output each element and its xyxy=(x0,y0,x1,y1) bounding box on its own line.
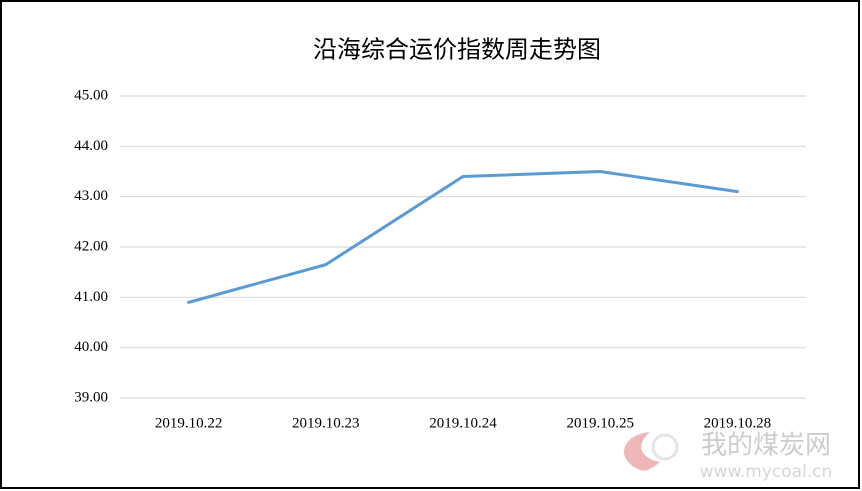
y-tick-label: 40.00 xyxy=(74,339,108,355)
x-tick-label: 2019.10.22 xyxy=(155,415,223,431)
chart-title: 沿海综合运价指数周走势图 xyxy=(313,37,601,64)
watermark-logo-ring xyxy=(651,433,679,461)
y-tick-label: 43.00 xyxy=(74,188,108,204)
x-tick-label: 2019.10.25 xyxy=(566,415,634,431)
y-tick-label: 41.00 xyxy=(74,289,108,305)
x-tick-label: 2019.10.28 xyxy=(704,415,772,431)
watermark-name: 我的煤炭网 xyxy=(701,431,831,461)
watermark-logo xyxy=(623,432,660,471)
y-tick-label: 44.00 xyxy=(74,138,108,154)
x-tick-label: 2019.10.24 xyxy=(429,415,497,431)
y-tick-label: 45.00 xyxy=(74,87,108,103)
watermark-url: www.mycoal.cn xyxy=(700,462,833,482)
data-line xyxy=(187,170,739,304)
watermark: 我的煤炭网 www.mycoal.cn xyxy=(623,431,833,482)
y-tick-label: 39.00 xyxy=(74,389,108,405)
y-tick-label: 42.00 xyxy=(74,238,108,254)
x-tick-label: 2019.10.23 xyxy=(292,415,360,431)
